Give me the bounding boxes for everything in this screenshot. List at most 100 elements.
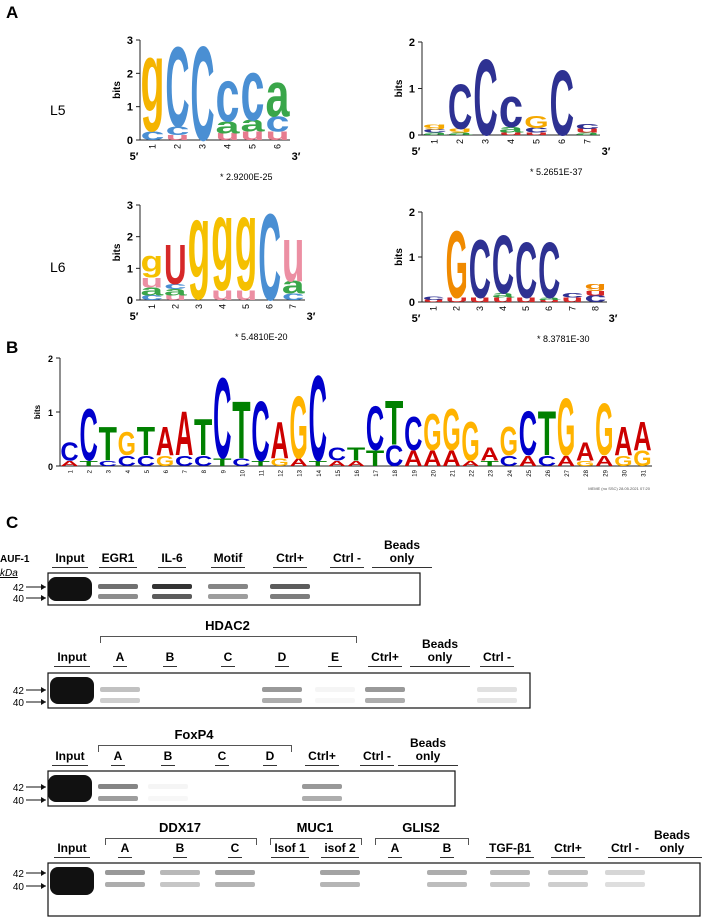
logo-letter: A (595, 453, 613, 469)
logo-letter: C (213, 354, 231, 482)
logo-letter: c (166, 121, 190, 138)
logo-letter: g (448, 127, 472, 133)
logo-letter: C (309, 350, 327, 487)
position-label: 18 (393, 469, 399, 476)
logo-letter: c (575, 121, 599, 131)
y-axis-label: bits (112, 81, 123, 99)
size-marker: 42 (13, 686, 25, 697)
lane-label: Input (42, 637, 102, 667)
lane-label-text: Ctrl - (608, 842, 642, 858)
lane-label-text: Beads only (372, 539, 432, 568)
logo-letter: A (423, 446, 441, 471)
lane-label: Ctrl+ (538, 828, 598, 858)
position-label: 1 (429, 306, 439, 311)
marker-arrowhead (41, 870, 46, 876)
logo-letter: u (216, 129, 240, 143)
y-tick-label: 0 (48, 462, 53, 472)
position-label: 4 (218, 304, 228, 309)
logo-letter: C (166, 23, 190, 151)
y-tick-label: 3 (127, 200, 133, 212)
logo-letter: a (266, 61, 291, 131)
band (100, 687, 140, 692)
y-tick-label: 1 (127, 102, 133, 114)
position-label: 5 (531, 139, 541, 144)
logo-letter: G (576, 459, 594, 467)
band (105, 882, 145, 887)
band (477, 698, 517, 703)
band (490, 882, 530, 887)
row-label: L5 (50, 102, 66, 118)
logo-letter: T (232, 384, 250, 476)
logo-letter: u (584, 288, 606, 298)
band (50, 867, 94, 895)
size-marker: 42 (13, 869, 25, 880)
logo-letter: g (235, 181, 258, 291)
position-label: 2 (88, 469, 94, 473)
position-label: 21 (450, 469, 456, 476)
position-label: 3 (194, 304, 204, 309)
position-label: 20 (431, 469, 437, 476)
size-marker: 40 (13, 882, 25, 893)
logo-letter: C (385, 439, 403, 472)
logo-letter: c (282, 290, 305, 303)
lane-label-text: E (327, 651, 342, 667)
logo-letter: a (282, 273, 305, 300)
logo-letter: A (290, 456, 308, 468)
p-value: * 8.3781E-30 (537, 334, 590, 344)
band (270, 594, 310, 599)
lane-label-text: Input (54, 842, 90, 858)
group-bracket (270, 838, 362, 845)
logo-letter: A (60, 459, 78, 467)
logo-letter: G (500, 420, 518, 465)
band (302, 796, 342, 801)
y-axis-label: bits (33, 404, 42, 419)
lane-label-text: C (214, 750, 230, 766)
band (208, 584, 248, 589)
logo-letter: a (164, 285, 187, 298)
band (548, 870, 588, 875)
marker-arrowhead (41, 883, 46, 889)
protein-label: AUF-1 (0, 554, 30, 565)
logo-letter: G (524, 113, 548, 133)
y-tick-label: 2 (409, 207, 415, 219)
logo-letter: g (423, 123, 447, 130)
logo-letter: G (290, 377, 308, 477)
position-label: 13 (298, 469, 304, 476)
logo-letter: g (584, 281, 606, 291)
band (160, 870, 200, 875)
lane-label-text: Motif (210, 552, 246, 568)
logo-letter: C (118, 453, 136, 469)
position-label: 17 (374, 469, 380, 476)
band (605, 870, 645, 875)
logo-letter: A (270, 411, 288, 469)
y-tick-label: 0 (127, 135, 133, 147)
lane-label-text: Input (54, 651, 90, 667)
row-label: L6 (50, 259, 66, 275)
logo-letter: A (633, 414, 651, 460)
logo-letter: a (492, 290, 516, 299)
logo-letter: a (140, 282, 164, 299)
lane-label-text: Ctrl+ (368, 651, 402, 667)
y-tick-label: 1 (127, 263, 133, 275)
lane-label: B (417, 828, 477, 858)
logo-letter: G (633, 446, 651, 471)
position-label: 26 (546, 469, 552, 476)
group-title-text: FoxP4 (174, 727, 214, 742)
band (365, 698, 405, 703)
band (262, 698, 302, 703)
logo-letter: c (140, 292, 163, 302)
logo-letter: c (561, 290, 583, 299)
band (105, 870, 145, 875)
logo-letter: c (266, 106, 290, 138)
logo-letter: T (194, 409, 212, 467)
logo-letter: c (499, 76, 523, 140)
band (315, 687, 355, 692)
logo-letter: T (99, 419, 118, 472)
band (100, 698, 140, 703)
position-label: 28 (584, 469, 590, 476)
lane-label-text: Ctrl - (480, 651, 514, 667)
logo-letter: u (561, 294, 583, 304)
position-label: 11 (260, 469, 266, 476)
position-label: 27 (565, 469, 571, 476)
position-label: 30 (622, 469, 628, 476)
